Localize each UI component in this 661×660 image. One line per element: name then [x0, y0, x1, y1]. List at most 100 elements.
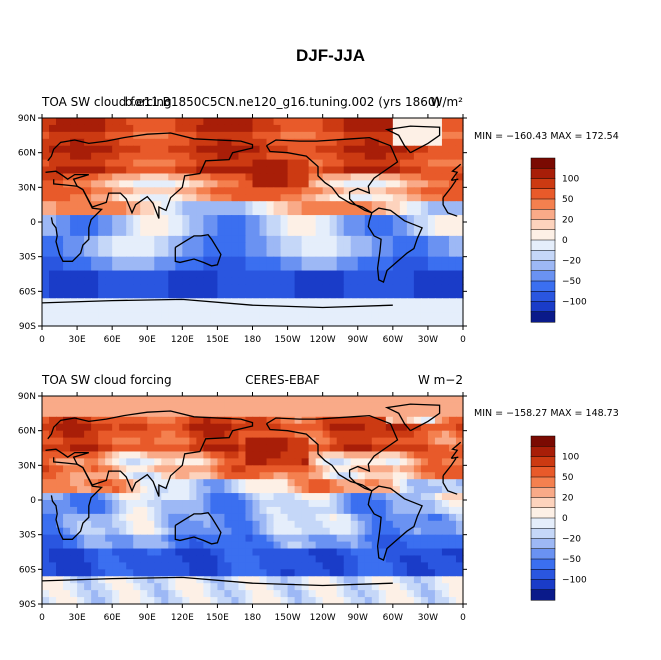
- panel-2-cell: [322, 555, 331, 563]
- panel-2-cell: [378, 409, 387, 418]
- panel-1-cell: [413, 166, 422, 175]
- panel-2-cell: [77, 541, 85, 550]
- panel-1-cell: [196, 166, 204, 175]
- panel-1-cell: [217, 145, 226, 154]
- panel-1-cell: [126, 166, 134, 175]
- panel-1-cell: [427, 263, 436, 272]
- panel-1-cell: [252, 305, 261, 313]
- panel-2-cell: [154, 493, 162, 501]
- panel-1-cell: [329, 118, 338, 126]
- panel-1-cell: [259, 277, 268, 285]
- panel-1-cell: [49, 208, 57, 216]
- panel-1-cell: [287, 124, 296, 133]
- panel-1-cell: [273, 118, 282, 126]
- panel-1-colorbar-segment: [530, 301, 556, 313]
- panel-2-cell: [266, 493, 275, 501]
- panel-2-cell: [399, 569, 408, 577]
- panel-1-cell: [133, 173, 141, 181]
- panel-2-cell: [77, 458, 85, 466]
- panel-1-cell: [252, 131, 261, 140]
- panel-1-cell: [448, 298, 457, 306]
- panel-1-cell: [112, 124, 120, 133]
- panel-2-cell: [406, 576, 415, 584]
- panel-1-x-tick-label: 150W: [275, 335, 301, 345]
- panel-1-cell: [147, 201, 155, 209]
- panel-1-cell: [126, 235, 134, 244]
- panel-2-cell: [210, 513, 219, 522]
- panel-1-cell: [70, 145, 78, 154]
- panel-1-cell: [217, 277, 226, 285]
- panel-1-cell: [378, 249, 387, 258]
- panel-1-cell: [252, 152, 261, 161]
- panel-2-cell: [126, 409, 134, 418]
- panel-2-cell: [49, 444, 57, 453]
- panel-1-cell: [112, 159, 120, 168]
- panel-2-cell: [245, 479, 254, 487]
- panel-2-cell: [413, 555, 422, 563]
- panel-2-cell: [175, 520, 183, 529]
- panel-2-cell: [294, 493, 303, 501]
- panel-1-cell: [406, 228, 415, 237]
- panel-2-cell: [161, 520, 169, 529]
- panel-1-cell: [385, 277, 394, 285]
- panel-2-cell: [252, 402, 261, 411]
- panel-2-cell: [126, 513, 134, 522]
- panel-2-cell: [287, 506, 296, 515]
- panel-2-cell: [245, 486, 254, 494]
- panel-1-cell: [350, 291, 359, 299]
- panel-1-colorbar-segment: [530, 229, 556, 241]
- panel-2-cell: [189, 527, 197, 536]
- panel-1-cell: [140, 124, 148, 133]
- panel-2-cell: [329, 569, 338, 577]
- panel-1-cell: [385, 118, 394, 126]
- panel-1-cell: [175, 145, 183, 154]
- panel-1-cell: [406, 180, 415, 188]
- panel-1-cell: [252, 242, 261, 251]
- panel-1-cell: [49, 249, 57, 258]
- panel-1-cell: [413, 180, 422, 188]
- panel-1-colorbar-segment: [530, 270, 556, 282]
- panel-1-cell: [140, 298, 148, 306]
- panel-2-cell: [196, 423, 204, 432]
- panel-2-cell: [231, 402, 240, 411]
- panel-2-cell: [252, 569, 261, 577]
- panel-1-cell: [147, 312, 155, 320]
- panel-2-cell: [98, 458, 106, 466]
- panel-2-cell: [161, 493, 169, 501]
- panel-2-cell: [308, 590, 317, 598]
- panel-2-cell: [182, 583, 190, 591]
- panel-2-cell: [224, 486, 233, 494]
- panel-2-cell: [231, 458, 240, 466]
- panel-1-cell: [420, 201, 429, 209]
- panel-1-cell: [280, 145, 289, 154]
- panel-2-cell: [308, 444, 317, 453]
- panel-1-cell: [224, 222, 233, 230]
- panel-2-cell: [224, 548, 233, 557]
- panel-1-cell: [196, 138, 204, 147]
- panel-1-cell: [399, 208, 408, 216]
- panel-1-cell: [196, 270, 204, 279]
- panel-2-cell: [434, 576, 443, 584]
- panel-2-cell: [392, 576, 401, 584]
- panel-1-cell: [455, 291, 464, 299]
- panel-2-cell: [42, 541, 50, 550]
- panel-2-cell: [392, 555, 401, 563]
- panel-2-cell: [392, 444, 401, 453]
- panel-2-cell: [322, 423, 331, 432]
- panel-2-cell: [84, 430, 92, 439]
- panel-2-cell: [42, 534, 50, 543]
- panel-2-cell: [357, 562, 366, 570]
- panel-1-cell: [189, 291, 197, 299]
- panel-1-cell: [322, 138, 331, 147]
- panel-2-cell: [238, 493, 247, 501]
- panel-1-cell: [287, 201, 296, 209]
- panel-1-cell: [224, 159, 233, 168]
- panel-1-cell: [343, 208, 352, 216]
- panel-1-cell: [406, 270, 415, 279]
- panel-1-cell: [126, 298, 134, 306]
- panel-1-cell: [406, 249, 415, 258]
- panel-2-cell: [280, 416, 289, 425]
- panel-2-cell: [364, 437, 373, 446]
- panel-1-cell: [238, 277, 247, 285]
- panel-2-cell: [329, 500, 338, 508]
